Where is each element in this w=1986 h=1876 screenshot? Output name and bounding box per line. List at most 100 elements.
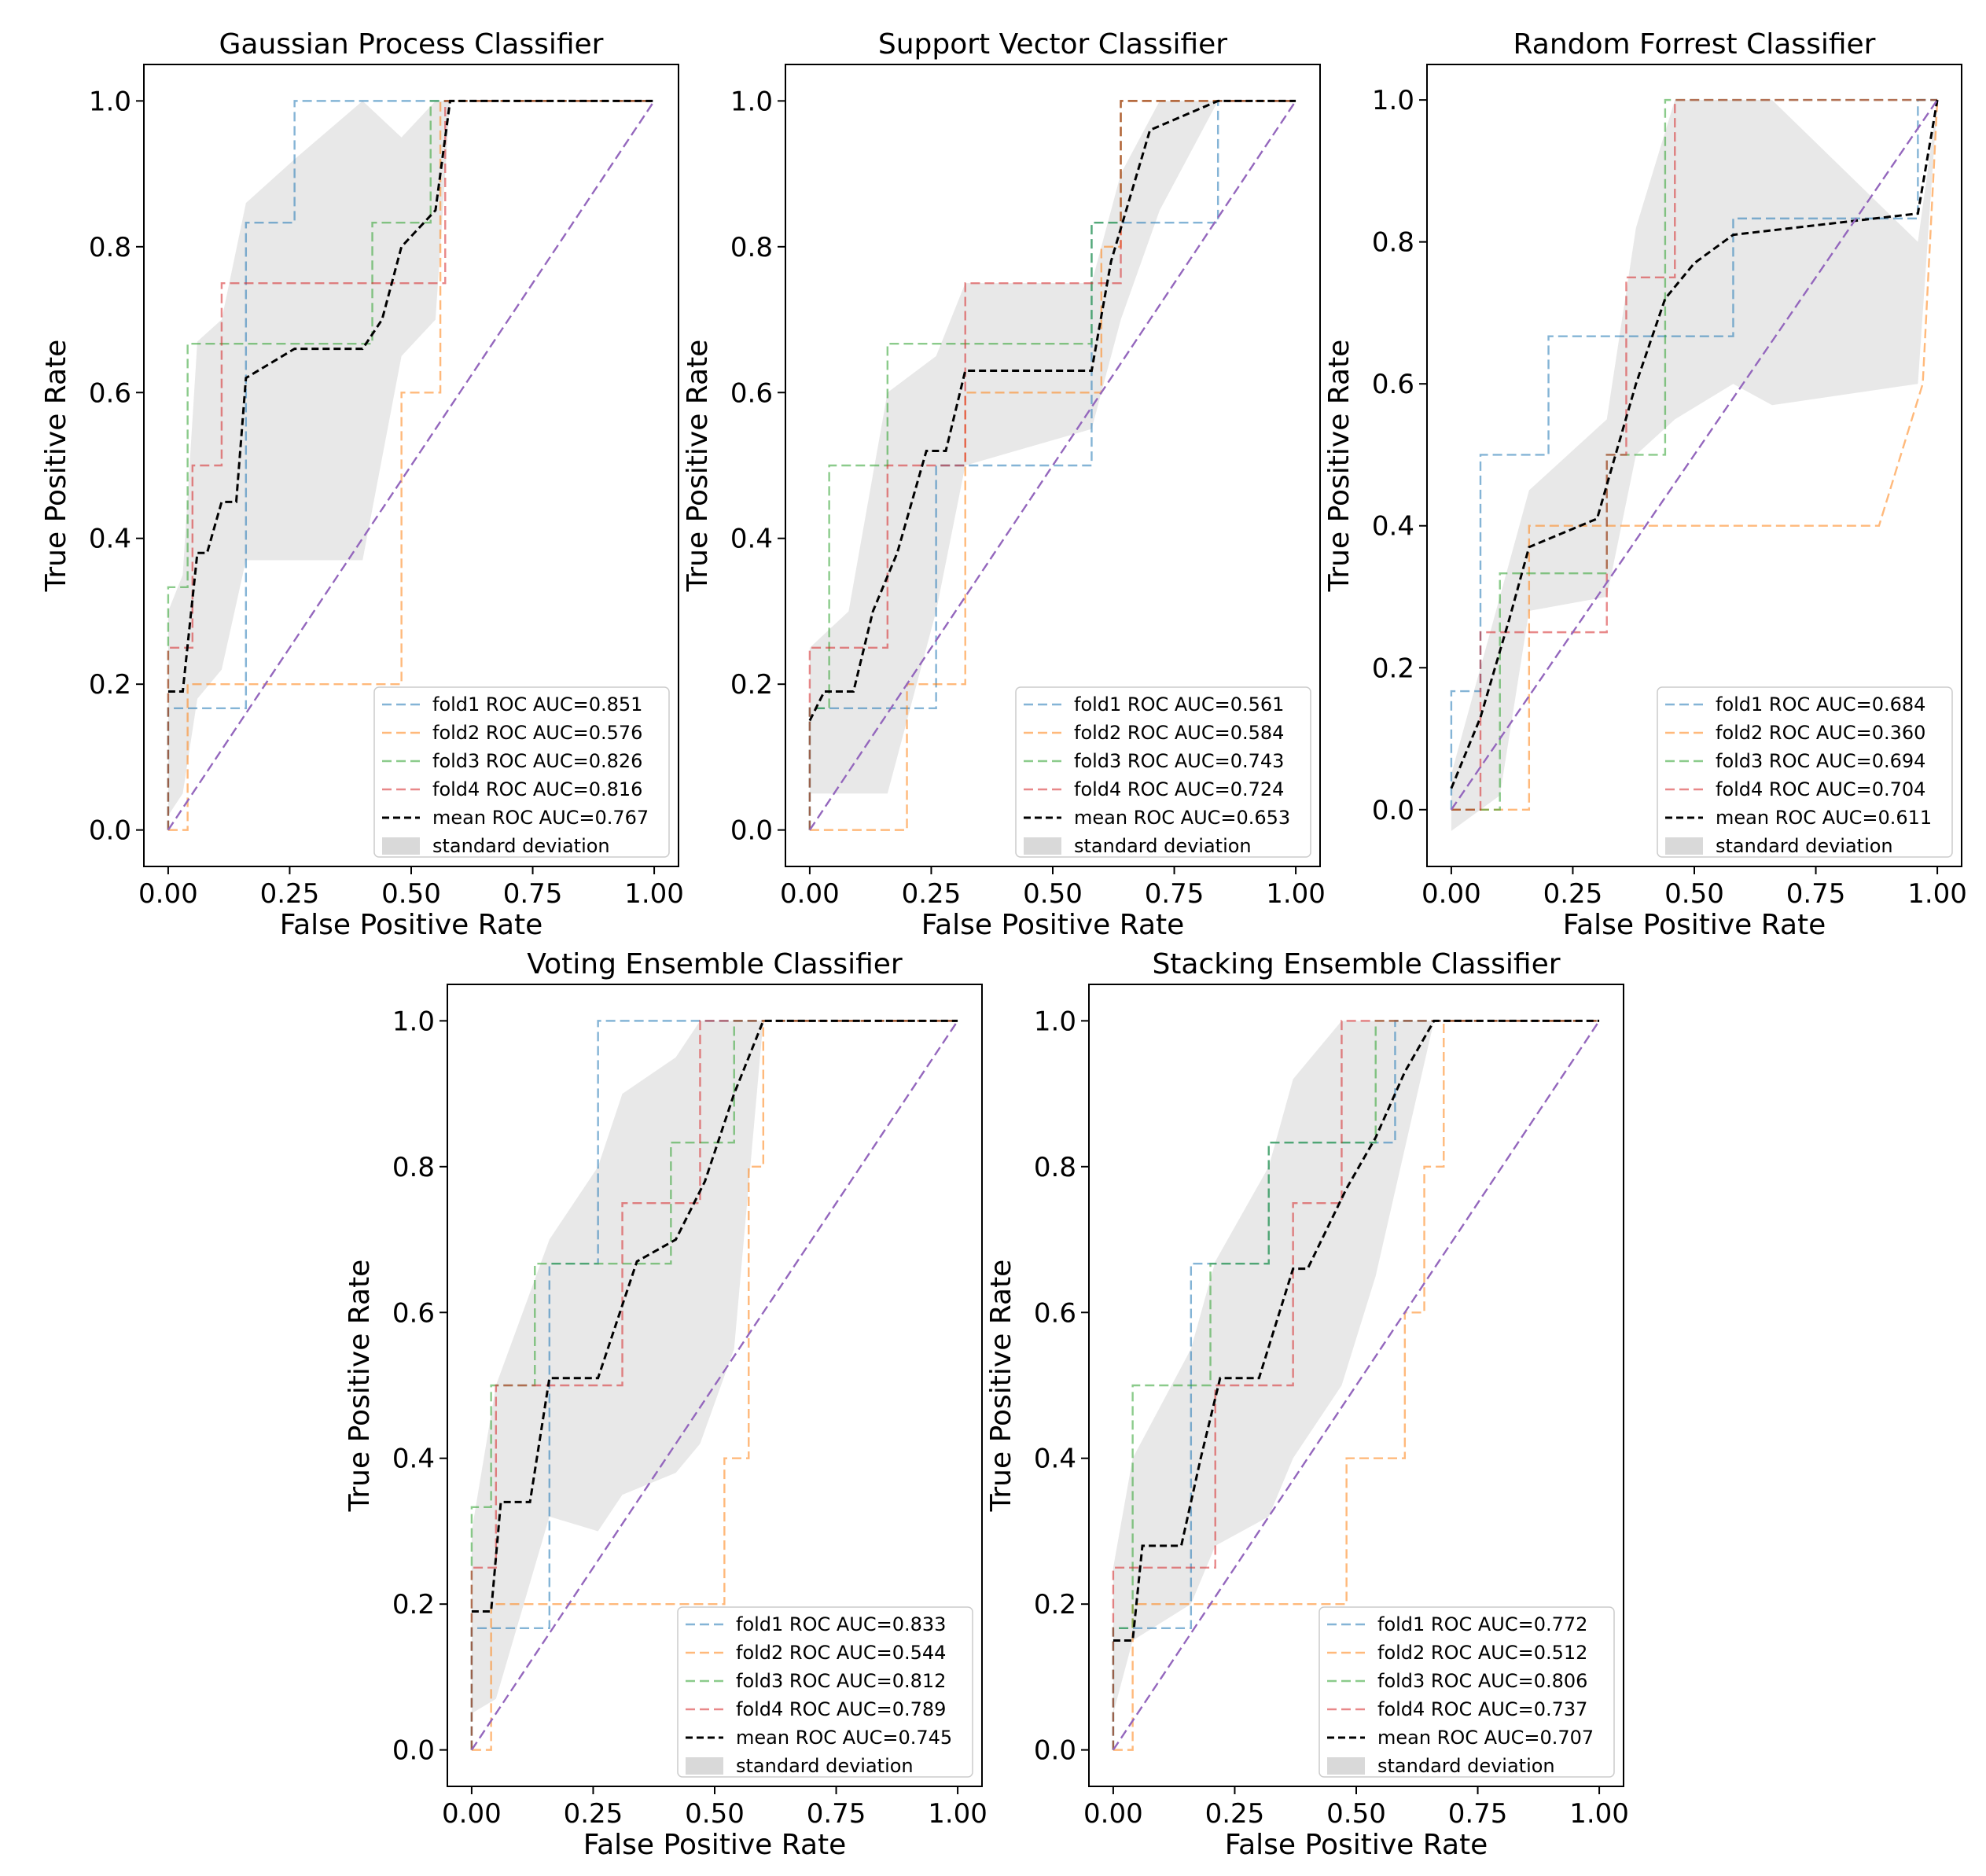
y-tick-label: 0.8 [1034,1152,1076,1183]
fold-roc-line-2 [167,100,655,831]
fold-roc-line-3 [470,1020,958,1750]
std-band [471,1021,958,1714]
panel-title: Random Forrest Classifier [1513,28,1876,61]
y-tick-label: 1.0 [730,86,773,117]
plot-area [1450,98,1939,831]
y-tick-label: 1.0 [392,1006,435,1037]
chance-line [167,100,656,831]
fold-roc-line-3 [167,100,655,830]
std-band [167,101,655,816]
legend-label: fold1 ROC AUC=0.684 [1716,693,1925,715]
mean-roc-line [167,99,655,693]
x-tick-label: 0.00 [1421,878,1481,910]
x-tick-label: 0.75 [503,878,563,910]
plot-area [1112,1019,1601,1751]
legend-label: mean ROC AUC=0.745 [736,1727,952,1749]
legend: fold1 ROC AUC=0.684 fold2 ROC AUC=0.360 fo… [1657,686,1953,858]
plot-area [808,99,1297,831]
legend: fold1 ROC AUC=0.833 fold2 ROC AUC=0.544 fo… [677,1606,973,1778]
y-tick-label: 0.6 [89,377,131,409]
x-tick-label: 0.25 [1205,1798,1265,1830]
y-axis-label: True Positive Rate [1323,340,1355,593]
y-tick-label: 0.0 [730,815,773,847]
x-tick-label: 0.50 [1023,878,1083,910]
fold-roc-line-1 [808,100,1296,830]
roc-panel: 0.00 0.25 0.50 0.75 1.00 0.0 0.2 0.4 0.6 0.8 1.0 St… [985,948,1629,1861]
x-axis-label: False Positive Rate [1563,909,1826,941]
legend-label: fold3 ROC AUC=0.812 [736,1670,946,1692]
legend-label: fold4 ROC AUC=0.724 [1074,778,1284,800]
y-tick-label: 0.4 [730,524,773,555]
x-tick-label: 1.00 [1569,1798,1629,1830]
legend-label: fold1 ROC AUC=0.851 [432,693,642,715]
mean-roc-line [1113,1019,1600,1642]
x-axis-label: False Positive Rate [280,909,543,941]
legend-label: fold2 ROC AUC=0.360 [1716,722,1925,744]
legend-swatch-std [1665,837,1703,855]
chance-line [470,1020,959,1751]
legend-swatch-std [1327,1757,1365,1775]
fold-roc-line-4 [1451,98,1938,811]
y-tick-label: 0.8 [730,232,773,263]
fold-roc-line-2 [1451,100,1939,811]
legend-label: standard deviation [736,1755,914,1777]
y-tick-label: 0.4 [1372,511,1414,543]
fold-roc-line-1 [1450,98,1938,810]
x-axis-label: False Positive Rate [583,1829,847,1861]
y-tick-label: 1.0 [89,86,131,117]
x-tick-label: 0.00 [780,878,840,910]
y-tick-label: 0.4 [392,1444,435,1475]
x-tick-label: 0.75 [1786,878,1846,910]
chance-line [1450,99,1939,811]
x-tick-label: 0.00 [442,1798,502,1830]
mean-roc-line [808,99,1296,722]
y-axis-label: True Positive Rate [985,1260,1017,1513]
plot-area [470,1019,959,1751]
y-tick-label: 0.6 [730,377,773,409]
legend-swatch-std [382,837,420,855]
x-tick-label: 0.00 [1083,1798,1143,1830]
x-axis-label: False Positive Rate [1225,1829,1488,1861]
legend-label: fold3 ROC AUC=0.806 [1377,1670,1587,1692]
legend: fold1 ROC AUC=0.561 fold2 ROC AUC=0.584 fo… [1015,686,1311,858]
legend-label: standard deviation [1074,835,1252,857]
x-tick-label: 0.00 [138,878,198,910]
x-tick-label: 0.50 [1326,1798,1386,1830]
roc-panel: 0.00 0.25 0.50 0.75 1.00 0.0 0.2 0.4 0.6 0.8 1.0 Ga… [40,28,684,941]
fold-roc-line-3 [808,100,1296,830]
legend-label: fold3 ROC AUC=0.743 [1074,750,1284,772]
legend: fold1 ROC AUC=0.772 fold2 ROC AUC=0.512 fo… [1318,1606,1615,1778]
y-tick-label: 0.2 [392,1589,435,1620]
x-tick-label: 0.75 [807,1798,866,1830]
legend-label: fold4 ROC AUC=0.737 [1377,1698,1587,1720]
legend-label: standard deviation [1716,835,1893,857]
x-tick-label: 0.25 [564,1798,623,1830]
chance-line [808,100,1297,831]
std-band [809,101,1296,794]
legend-swatch-std [1024,837,1061,855]
y-tick-label: 0.2 [730,669,773,701]
y-axis-label: True Positive Rate [682,340,714,593]
legend: fold1 ROC AUC=0.851 fold2 ROC AUC=0.576 fo… [373,686,670,858]
legend-label: mean ROC AUC=0.653 [1074,807,1290,829]
fold-roc-line-4 [470,1020,958,1750]
x-tick-label: 0.75 [1145,878,1204,910]
y-tick-label: 0.8 [392,1152,435,1183]
y-tick-label: 0.2 [1372,653,1414,684]
x-tick-label: 0.75 [1448,1798,1508,1830]
x-tick-label: 0.50 [381,878,441,910]
std-band [1451,100,1938,831]
fold-roc-line-2 [1113,1020,1600,1751]
y-tick-label: 0.0 [392,1735,435,1767]
legend-label: fold2 ROC AUC=0.576 [432,722,642,744]
legend-label: fold4 ROC AUC=0.789 [736,1698,946,1720]
legend-label: fold4 ROC AUC=0.816 [432,778,642,800]
legend-box [1015,686,1311,858]
legend-label: fold3 ROC AUC=0.826 [432,750,642,772]
plot-area [167,99,656,831]
legend-label: fold2 ROC AUC=0.544 [736,1642,946,1664]
legend-swatch-std [686,1757,723,1775]
y-tick-label: 1.0 [1372,85,1414,116]
y-tick-label: 0.2 [89,669,131,701]
